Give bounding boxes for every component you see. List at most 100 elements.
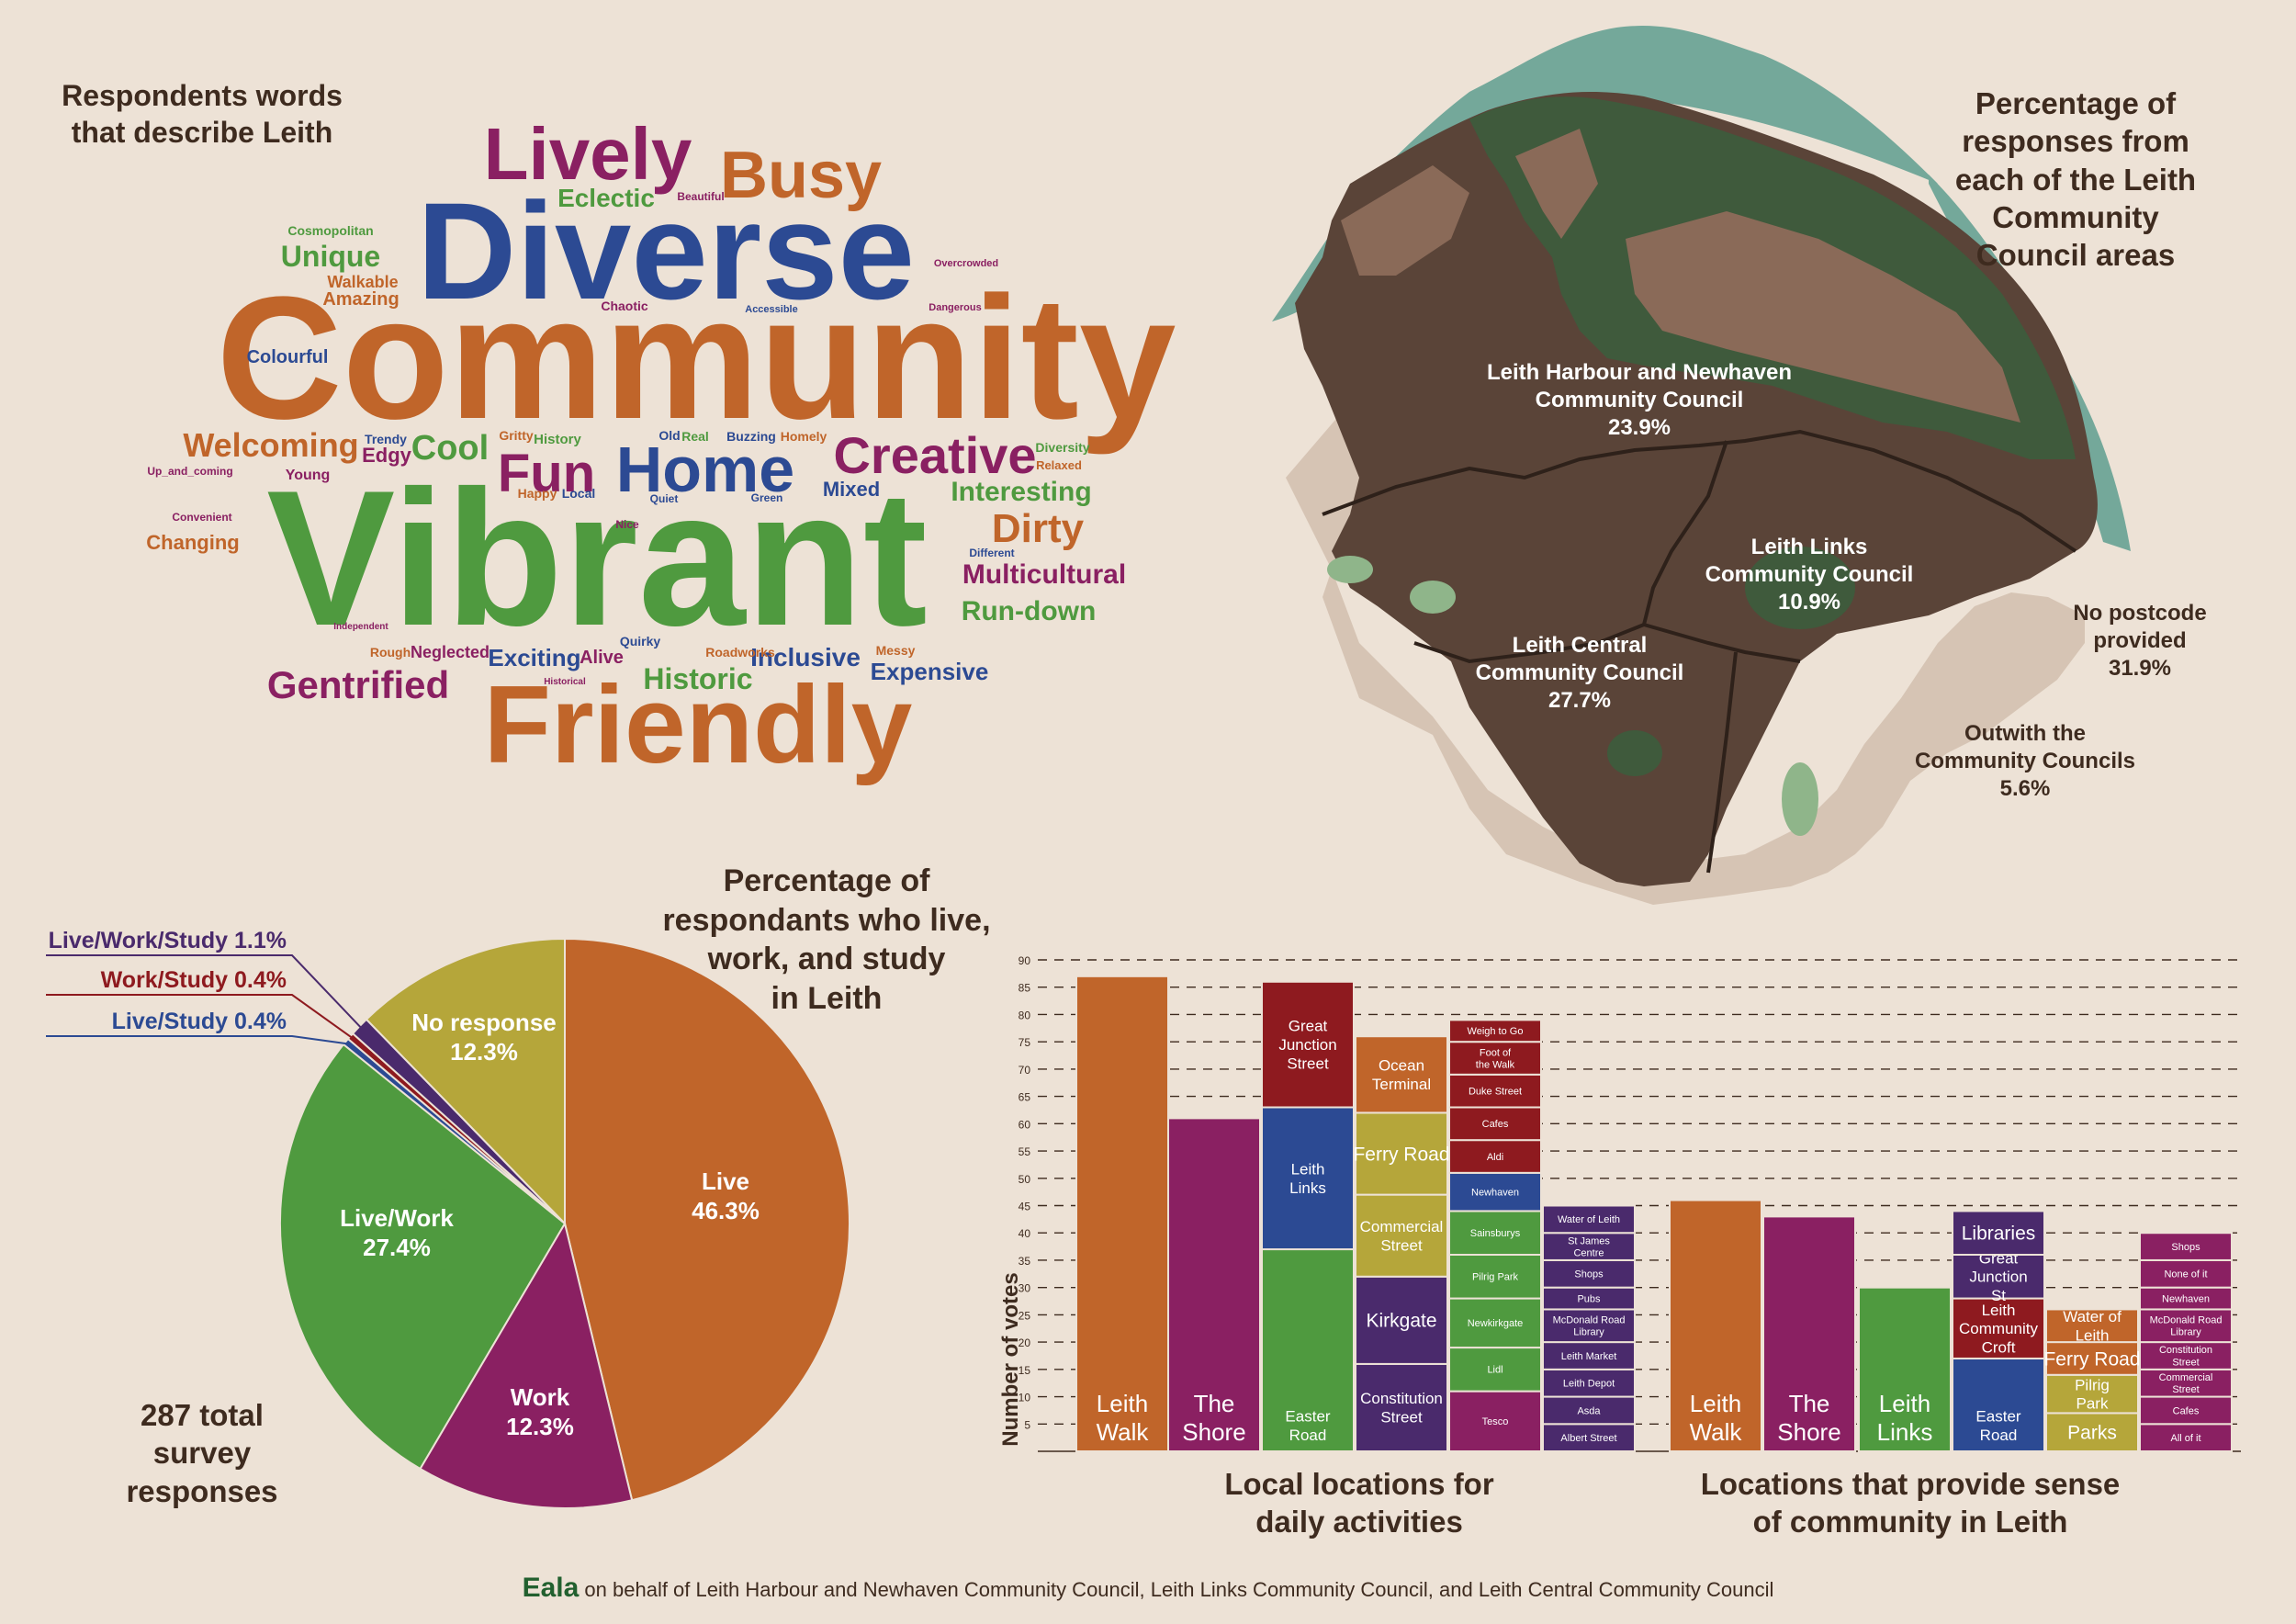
bar-segment-label: Shops	[2171, 1242, 2200, 1253]
word-cloud-word: Gentrified	[267, 663, 449, 706]
bar-tick-label: 70	[1019, 1064, 1031, 1077]
bar-segment-label: Shops	[1574, 1269, 1604, 1280]
survey-total-line: responses	[126, 1473, 278, 1508]
bar-segment-label: Leith	[1291, 1161, 1325, 1179]
word-cloud-word: Chaotic	[601, 299, 648, 313]
word-cloud-word: Historical	[544, 677, 586, 687]
pie-chart: Live46.3%Work12.3%Live/Work27.4%Live/Stu…	[46, 928, 850, 1509]
word-cloud-word: Inclusive	[750, 643, 861, 671]
bar-segment-label: the Walk	[1476, 1059, 1515, 1070]
word-cloud-word: Friendly	[484, 663, 913, 786]
word-cloud-word: Expensive	[871, 658, 989, 685]
word-cloud-word: Independent	[333, 622, 388, 632]
pie-slice-label: Live	[702, 1167, 749, 1195]
pie-title-line: respondants who live,	[662, 902, 991, 938]
map-title: Percentage of responses from each of the…	[1910, 85, 2241, 274]
pie-slice-value: 12.3%	[450, 1038, 518, 1066]
bar-tick-label: 55	[1019, 1145, 1031, 1158]
bar-segment	[1762, 1215, 1856, 1453]
bar-segment	[2045, 1373, 2139, 1415]
word-cloud-word: Neglected	[411, 643, 490, 661]
word-cloud-word: Homely	[781, 429, 827, 444]
bar-segment	[1355, 1111, 1448, 1196]
map-area-label: Community Councils	[1915, 749, 2135, 773]
word-cloud-word: Colourful	[247, 347, 329, 367]
bar-chart-title-community: Locations that provide sense of communit…	[1699, 1465, 2122, 1541]
map-area-label: No postcode	[2073, 601, 2206, 626]
bar-segment-label: Shore	[1777, 1418, 1840, 1446]
word-cloud-word: Amazing	[322, 289, 399, 310]
word-cloud-word: Mixed	[823, 478, 880, 501]
map-area-label: provided	[2093, 628, 2186, 653]
word-cloud-word: Gritty	[499, 428, 534, 443]
footer: Eala on behalf of Leith Harbour and Newh…	[0, 1573, 2296, 1604]
pie-slice	[279, 1043, 567, 1471]
word-cloud-word: Nice	[615, 518, 639, 531]
word-cloud-word: Convenient	[172, 511, 231, 524]
bar-segment	[1448, 1019, 1542, 1043]
wordcloud-title-line: that describe Leith	[71, 116, 333, 149]
bar-tick-label: 80	[1019, 1009, 1031, 1021]
bar-tick-label: 35	[1019, 1255, 1031, 1268]
map-area-label: Community Council	[1705, 562, 1914, 587]
bar-segment-label: Libraries	[1962, 1224, 2036, 1245]
word-cloud-word: Changing	[146, 531, 239, 554]
pie-title-line: in Leith	[771, 980, 883, 1016]
bar-segment	[1952, 1210, 2045, 1257]
map-area-percent: 27.7%	[1548, 688, 1611, 713]
map-area-label: Outwith the	[1964, 721, 2086, 746]
bar-tick-label: 20	[1019, 1336, 1031, 1349]
bar-segment	[1261, 1106, 1355, 1251]
map-area-label: Community Council	[1476, 660, 1684, 685]
bar-segment-label: Street	[2172, 1357, 2199, 1368]
bar-segment-label: Park	[2077, 1395, 2109, 1413]
bar-tick-label: 10	[1019, 1392, 1031, 1404]
bar-segment-label: Duke Street	[1469, 1087, 1522, 1098]
word-cloud-word: Quiet	[650, 492, 679, 505]
word-cloud-word: Old	[658, 428, 680, 443]
pie-slice	[564, 937, 850, 1502]
wordcloud-title-line: Respondents words	[62, 79, 343, 112]
bar-segment	[2139, 1423, 2233, 1453]
word-cloud-word: Beautiful	[677, 190, 724, 203]
bar-tick-label: 60	[1019, 1118, 1031, 1131]
word-cloud-word: Creative	[833, 426, 1036, 484]
bar-title-line: Local locations for	[1224, 1467, 1494, 1501]
pie-slice-value: 12.3%	[506, 1413, 574, 1440]
word-cloud-word: Welcoming	[183, 426, 358, 464]
bar-segment	[1355, 1193, 1448, 1278]
bar-segment	[1448, 1041, 1542, 1076]
bar-segment	[1448, 1254, 1542, 1300]
word-cloud-word: Green	[751, 491, 783, 504]
word-cloud-word: Real	[681, 429, 709, 444]
bar-segment	[1448, 1210, 1542, 1257]
map-area-label: Leith Central	[1513, 633, 1648, 658]
map-area-percent: 23.9%	[1608, 415, 1671, 440]
bar-title-line: Locations that provide sense	[1700, 1467, 2121, 1501]
word-cloud-word: Multicultural	[962, 559, 1126, 590]
map-area-label: Community Council	[1536, 388, 1744, 412]
bar-segment-label: Leith	[1690, 1390, 1741, 1417]
bar-segment	[1669, 1199, 1762, 1452]
footer-text: on behalf of Leith Harbour and Newhaven …	[579, 1578, 1774, 1601]
bar-segment	[2045, 1308, 2139, 1344]
bar-segment-label: Newhaven	[1471, 1187, 1519, 1198]
bar-segment	[1355, 1362, 1448, 1453]
bar-tick-label: 15	[1019, 1364, 1031, 1377]
word-cloud-word: Local	[562, 486, 596, 501]
bar-segment-label: Croft	[1982, 1339, 2016, 1357]
word-cloud-word: Trendy	[365, 432, 407, 446]
bar-segment-label: St James	[1568, 1235, 1610, 1246]
pie-callout-line	[46, 1035, 349, 1045]
bar-segment-label: All of it	[2170, 1433, 2200, 1444]
word-cloud-word: Dangerous	[929, 302, 981, 313]
pie-callout-label: Live/Study 0.4%	[112, 1009, 287, 1034]
map-title-line: Community	[1992, 199, 2159, 234]
bar-tick-label: 50	[1019, 1173, 1031, 1186]
bar-segment	[1448, 1073, 1542, 1109]
bar-segment-label: Library	[1573, 1327, 1604, 1338]
bar-segment-label: Road	[1289, 1427, 1327, 1444]
bar-segment-label: Junction	[1278, 1036, 1336, 1054]
bar-segment-label: Cafes	[1482, 1119, 1509, 1130]
